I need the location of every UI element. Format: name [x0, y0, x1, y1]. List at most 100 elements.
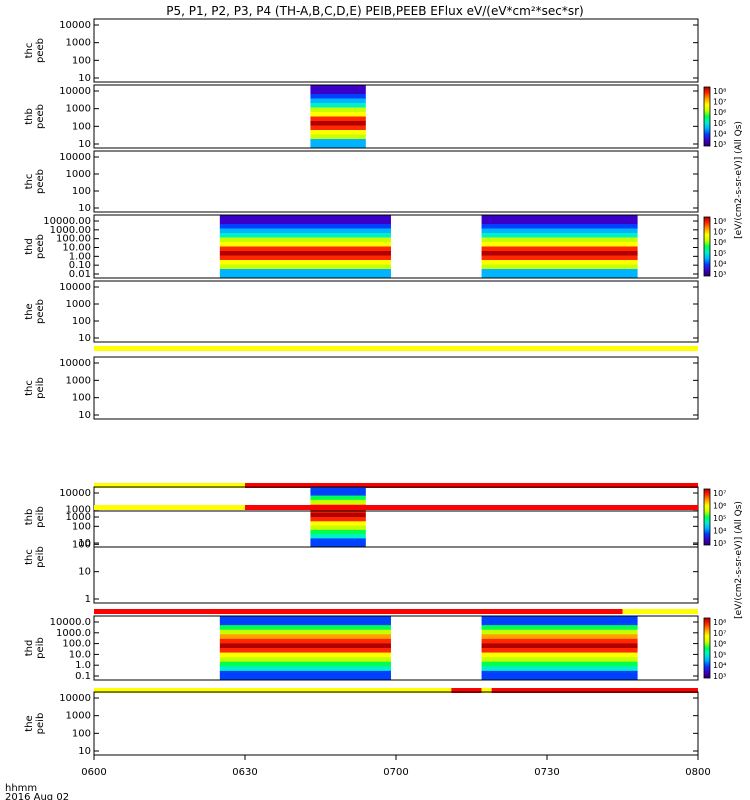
spectrogram-block [310, 125, 366, 131]
panel-y-label: thcpeeb [24, 169, 46, 194]
y-tick-label: 100.0 [62, 639, 91, 650]
panel-frame [93, 84, 699, 149]
y-tick-label: 10 [78, 73, 91, 84]
panel-frame [93, 150, 699, 213]
spectrogram-block [310, 89, 366, 95]
panel-thc-peeb: 10 100 1000 10000 thcpeeb [24, 150, 699, 214]
spectrogram-block [219, 219, 391, 225]
y-tick-label: 1000 [66, 38, 91, 49]
spectrogram-block [310, 130, 366, 135]
y-tick-label: 10 [78, 567, 91, 578]
spectrogram-block [310, 534, 366, 539]
y-tick-label: 1000 [66, 104, 91, 115]
y-tick-label: 0.10 [69, 260, 91, 271]
spectrogram-block [481, 629, 638, 635]
colorbar [703, 216, 711, 277]
colorbar-tick-label: 10³ [713, 140, 726, 149]
spectrogram-block [310, 521, 366, 527]
spectrogram-block [481, 215, 638, 220]
spectrogram-block [481, 260, 638, 265]
spectrogram-block [310, 121, 366, 126]
spectrogram-block [219, 661, 391, 667]
x-tick-label: 0630 [232, 767, 257, 778]
electron-colorbar-title: [eV/(cm2-s-sr-eV)] (All Qs) [734, 121, 744, 239]
panel-thc-peib: 10 100 1000 10000 thcpeib [24, 356, 699, 488]
spectrogram-block [481, 675, 638, 681]
spectrogram-block [481, 251, 638, 256]
y-tick-label: 10000 [59, 358, 91, 369]
spectrogram-block [310, 112, 366, 117]
x-tick-label: 0730 [534, 767, 559, 778]
spectrogram-block [481, 625, 638, 631]
spectrogram-block [310, 538, 366, 544]
colorbar-tick-label: 10⁶ [713, 108, 726, 117]
y-tick-label: 100 [72, 186, 91, 197]
spectrogram-block [219, 228, 391, 234]
y-tick-label: 1000 [66, 505, 91, 516]
y-tick-label: 100.00 [56, 234, 91, 245]
spectrogram-block [310, 103, 366, 108]
panel-frame [93, 691, 699, 756]
spectrogram-block [481, 620, 638, 626]
y-tick-label: 100 [72, 521, 91, 532]
colorbar-tick-label: 10⁴ [713, 527, 726, 536]
y-tick-label: 10 [78, 410, 91, 421]
y-tick-label: 1000.0 [56, 628, 91, 639]
y-tick-label: 10000 [59, 20, 91, 31]
x-tick-label: 0700 [383, 767, 408, 778]
spectrogram-block [310, 499, 366, 505]
y-tick-label: 1000 [66, 169, 91, 180]
quality-flag-segment [94, 688, 452, 693]
quality-flag-segment [451, 688, 482, 693]
y-tick-label: 10000 [59, 693, 91, 704]
y-tick-label: 10000 [59, 86, 91, 97]
spectrogram-block [219, 629, 391, 635]
panel-the-peeb: 10 100 1000 10000 thepeeb [24, 280, 699, 351]
spectrogram-block [219, 675, 391, 681]
colorbar-tick-label: 10⁷ [713, 228, 726, 237]
quality-flag-segment [245, 483, 698, 488]
colorbar-tick-label: 10³ [713, 672, 726, 681]
y-tick-label: 1000 [66, 299, 91, 310]
spectrogram-block [219, 670, 391, 676]
panel-y-label: thcpeib [24, 546, 46, 568]
y-tick-label: 10 [78, 333, 91, 344]
y-tick-label: 100 [72, 728, 91, 739]
panel-y-label: thbpeeb [24, 104, 46, 129]
y-tick-label: 10000.0 [50, 617, 91, 628]
spectrogram-block [219, 269, 391, 274]
spectrogram-block [310, 542, 366, 548]
spectrogram-block [219, 648, 391, 654]
spectrogram-block [219, 666, 391, 672]
spectrogram-block [310, 487, 366, 492]
y-tick-label: 100 [72, 121, 91, 132]
y-tick-label: 0.01 [69, 269, 91, 280]
spectrogram-block [310, 529, 366, 535]
panel-frame [93, 510, 699, 604]
colorbar-tick-label: 10⁵ [713, 650, 726, 659]
colorbar-tick-label: 10⁴ [713, 259, 726, 268]
spectrogram-block [219, 242, 391, 247]
spectrogram-block [481, 228, 638, 234]
spectrogram-block [219, 246, 391, 252]
quality-flag-segment [94, 609, 623, 614]
spectrogram-block [219, 652, 391, 658]
hhmm-label: hhmm [5, 783, 37, 794]
panel-y-label: thepeeb [24, 299, 46, 324]
colorbar-tick-label: 10⁸ [713, 618, 726, 627]
spectrogram-block [219, 255, 391, 261]
panels-group: 10 100 1000 10000 thcpeeb 10 100 1000 10000 thbpe… [24, 18, 726, 778]
spectrogram-block [310, 98, 366, 104]
figure-title: P5, P1, P2, P3, P4 (TH-A,B,C,D,E) PEIB,P… [166, 4, 583, 18]
spectrogram-block [481, 255, 638, 261]
panel-frame [93, 214, 699, 279]
y-tick-label: 1.00 [69, 251, 91, 262]
spectrogram-block [219, 634, 391, 640]
y-tick-label: 1000 [66, 375, 91, 386]
y-tick-label: 10 [78, 746, 91, 757]
panel-y-label: thepeib [24, 713, 46, 735]
spectrogram-block [310, 139, 366, 144]
